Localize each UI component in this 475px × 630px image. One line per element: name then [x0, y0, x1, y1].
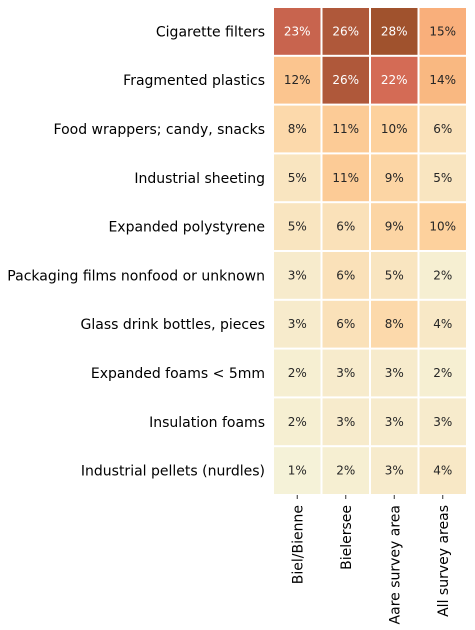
- cell-value-label: 12%: [284, 73, 311, 87]
- heatmap-cell: [371, 56, 418, 104]
- heatmap-cell: [322, 8, 369, 55]
- heatmap-cell: [419, 447, 466, 494]
- heatmap-cell: [371, 252, 418, 299]
- cell-value-label: 5%: [288, 171, 307, 185]
- heatmap-cells: 23% 26% 28% 15% 12% 26% 22% 14% 8% 11% 10% 6% 5% 11% 9…: [274, 8, 466, 494]
- heatmap-cell: [274, 300, 321, 348]
- cell-value-label: 3%: [336, 366, 355, 380]
- cell-value-label: 2%: [433, 366, 452, 380]
- row-label-glass-drink-bottles-pieces: Glass drink bottles, pieces: [81, 317, 265, 333]
- cell-value-label: 9%: [385, 220, 404, 234]
- cell-value-label: 11%: [332, 122, 359, 136]
- heatmap-cell: [274, 252, 321, 299]
- cell-value-label: 3%: [336, 415, 355, 429]
- heatmap-cell: [274, 349, 321, 397]
- heatmap-cell: [371, 105, 418, 153]
- heatmap-cell: [322, 398, 369, 446]
- heatmap-cell: [322, 56, 369, 104]
- heatmap-cell: [322, 300, 369, 348]
- cell-value-label: 6%: [336, 317, 355, 331]
- heatmap-cell: [274, 154, 321, 202]
- heatmap-cell: [419, 8, 466, 55]
- cell-value-label: 10%: [381, 122, 408, 136]
- row-label-expanded-foams-5mm: Expanded foams < 5mm: [91, 366, 265, 382]
- column-labels: Biel/Bienne Bielersee Aare survey area All …: [290, 495, 452, 624]
- cell-value-label: 22%: [381, 73, 408, 87]
- heatmap-cell: [371, 300, 418, 348]
- cell-value-label: 5%: [433, 171, 452, 185]
- heatmap-cell: [419, 252, 466, 299]
- heatmap-cell: [371, 447, 418, 494]
- heatmap-cell: [371, 8, 418, 55]
- heatmap-cell: [371, 349, 418, 397]
- heatmap-cell: [274, 398, 321, 446]
- column-label-all-survey-areas: All survey areas: [436, 505, 452, 617]
- cell-value-label: 5%: [385, 268, 404, 282]
- row-labels: Cigarette filters Fragmented plastics Food…: [7, 24, 265, 479]
- heatmap-cell: [419, 105, 466, 153]
- cell-value-label: 23%: [284, 24, 311, 38]
- cell-value-label: 3%: [385, 366, 404, 380]
- cell-value-label: 26%: [332, 73, 359, 87]
- row-label-expanded-polystyrene: Expanded polystyrene: [108, 220, 265, 236]
- heatmap-cell: [322, 154, 369, 202]
- cell-value-label: 8%: [385, 317, 404, 331]
- heatmap-cell: [419, 203, 466, 250]
- heatmap-cell: [419, 300, 466, 348]
- cell-value-label: 6%: [336, 220, 355, 234]
- cell-value-label: 3%: [433, 415, 452, 429]
- cell-value-label: 3%: [385, 415, 404, 429]
- cell-value-label: 11%: [332, 171, 359, 185]
- column-label-bielersee: Bielersee: [339, 505, 355, 570]
- heatmap-cell: [274, 203, 321, 250]
- heatmap-cell: [274, 447, 321, 494]
- cell-value-label: 4%: [433, 317, 452, 331]
- heatmap-cell: [322, 252, 369, 299]
- row-label-fragmented-plastics: Fragmented plastics: [123, 73, 265, 89]
- cell-value-label: 5%: [288, 220, 307, 234]
- cell-value-label: 2%: [336, 464, 355, 478]
- cell-value-label: 26%: [332, 24, 359, 38]
- row-label-insulation-foams: Insulation foams: [149, 415, 265, 431]
- heatmap-cell: [371, 398, 418, 446]
- heatmap-cell: [322, 447, 369, 494]
- heatmap-cell: [322, 349, 369, 397]
- heatmap-cell: [419, 56, 466, 104]
- cell-value-label: 6%: [336, 268, 355, 282]
- heatmap-cell: [371, 154, 418, 202]
- cell-value-label: 3%: [288, 317, 307, 331]
- cell-value-label: 3%: [385, 464, 404, 478]
- heatmap-cell: [322, 203, 369, 250]
- cell-value-label: 14%: [429, 73, 456, 87]
- heatmap-cell: [274, 8, 321, 55]
- row-label-food-wrappers-candy-snacks: Food wrappers; candy, snacks: [54, 122, 265, 138]
- cell-value-label: 15%: [429, 24, 456, 38]
- heatmap-cell: [419, 349, 466, 397]
- cell-value-label: 1%: [288, 464, 307, 478]
- cell-value-label: 2%: [288, 366, 307, 380]
- heatmap-cell: [419, 398, 466, 446]
- row-label-cigarette-filters: Cigarette filters: [156, 24, 265, 40]
- column-label-biel-bienne: Biel/Bienne: [290, 505, 306, 584]
- heatmap-cell: [371, 203, 418, 250]
- column-label-aare-survey-area: Aare survey area: [387, 505, 403, 624]
- heatmap-cell: [274, 56, 321, 104]
- cell-value-label: 10%: [429, 220, 456, 234]
- cell-value-label: 8%: [288, 122, 307, 136]
- cell-value-label: 2%: [433, 268, 452, 282]
- cell-value-label: 2%: [288, 415, 307, 429]
- cell-value-label: 3%: [288, 268, 307, 282]
- heatmap-cell: [322, 105, 369, 153]
- row-label-industrial-sheeting: Industrial sheeting: [134, 171, 265, 187]
- heatmap-cell: [419, 154, 466, 202]
- cell-value-label: 9%: [385, 171, 404, 185]
- cell-value-label: 6%: [433, 122, 452, 136]
- heatmap-cell: [274, 105, 321, 153]
- cell-value-label: 4%: [433, 464, 452, 478]
- cell-value-label: 28%: [381, 24, 408, 38]
- row-label-industrial-pellets-nurdles: Industrial pellets (nurdles): [81, 464, 265, 480]
- row-label-packaging-films-nonfood-or-unknown: Packaging films nonfood or unknown: [7, 268, 265, 284]
